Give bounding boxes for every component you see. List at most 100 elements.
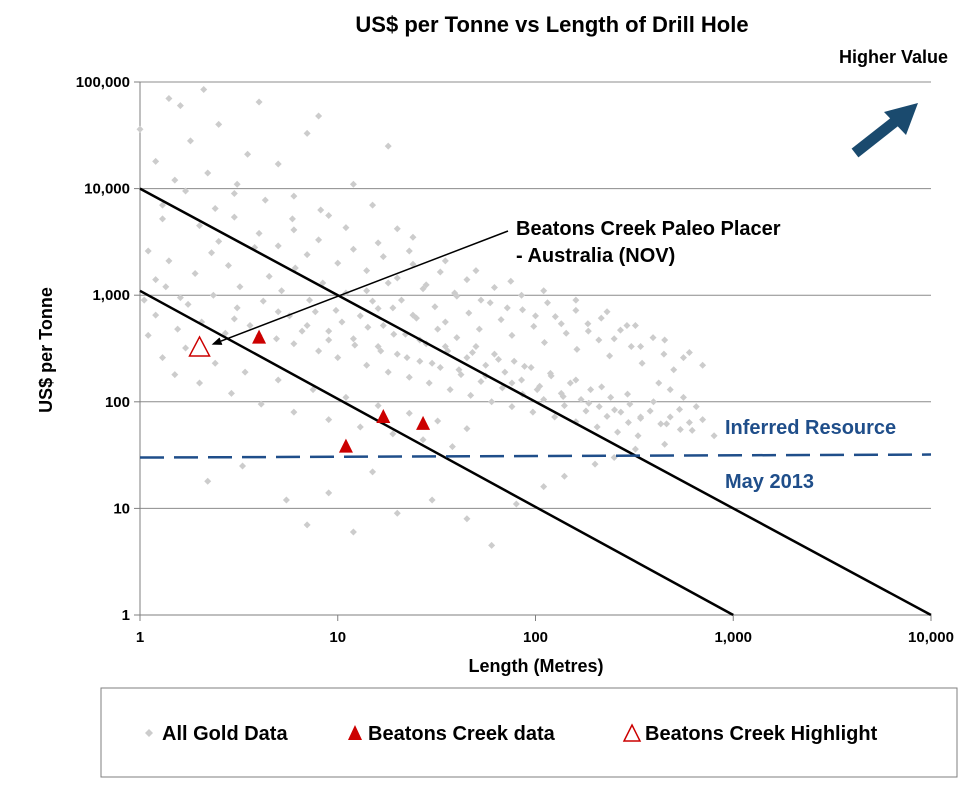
data-point bbox=[425, 379, 433, 387]
data-point bbox=[334, 354, 342, 362]
data-point bbox=[136, 125, 144, 133]
data-point bbox=[441, 318, 449, 326]
data-point bbox=[688, 426, 696, 434]
data-point bbox=[670, 366, 678, 374]
data-point bbox=[551, 313, 559, 321]
data-point bbox=[436, 268, 444, 276]
data-point bbox=[611, 406, 619, 414]
data-point bbox=[544, 299, 552, 307]
data-point bbox=[623, 321, 631, 329]
x-tick-label: 100 bbox=[523, 629, 548, 646]
data-point bbox=[463, 354, 471, 362]
data-point bbox=[530, 322, 538, 330]
data-point bbox=[532, 312, 539, 320]
y-tick-labels: 1 10 100 1,000 10,000 100,000 bbox=[76, 74, 140, 624]
y-tick-label: 100,000 bbox=[76, 74, 130, 91]
data-point bbox=[282, 496, 290, 504]
data-point bbox=[176, 294, 184, 302]
data-point bbox=[598, 383, 606, 391]
beatons-highlight-point bbox=[188, 335, 211, 357]
data-point bbox=[572, 296, 580, 304]
data-point bbox=[463, 276, 471, 284]
data-point bbox=[405, 247, 413, 255]
data-point bbox=[325, 416, 333, 424]
data-point bbox=[584, 320, 592, 328]
data-point bbox=[272, 335, 280, 343]
data-point bbox=[356, 423, 364, 431]
data-point bbox=[325, 327, 333, 335]
data-point bbox=[595, 336, 603, 344]
data-point bbox=[472, 267, 480, 275]
data-point bbox=[191, 269, 199, 277]
data-point bbox=[332, 306, 340, 314]
data-point bbox=[291, 264, 299, 272]
data-point bbox=[533, 386, 541, 394]
data-point bbox=[486, 299, 494, 307]
data-point bbox=[342, 393, 350, 401]
data-point bbox=[508, 331, 516, 339]
y-tick-label: 10 bbox=[113, 500, 130, 517]
beatons-point bbox=[416, 415, 431, 430]
data-point bbox=[582, 407, 590, 415]
data-point bbox=[501, 368, 509, 376]
data-point bbox=[265, 272, 273, 280]
data-point bbox=[325, 489, 333, 497]
legend-triangle-filled-marker bbox=[348, 725, 362, 740]
data-point bbox=[634, 432, 642, 440]
data-point bbox=[349, 180, 357, 188]
data-point bbox=[503, 304, 511, 312]
data-point bbox=[434, 325, 442, 333]
data-point bbox=[595, 403, 603, 411]
data-point bbox=[152, 276, 160, 284]
data-point bbox=[666, 386, 674, 394]
data-point bbox=[384, 279, 392, 287]
data-point bbox=[303, 129, 311, 137]
data-point bbox=[441, 257, 449, 265]
data-point bbox=[685, 349, 693, 357]
data-point bbox=[467, 391, 475, 399]
data-point bbox=[685, 418, 693, 426]
data-point bbox=[603, 412, 611, 420]
data-point bbox=[679, 354, 687, 362]
data-point bbox=[374, 239, 382, 247]
data-point bbox=[171, 371, 179, 379]
data-point bbox=[455, 366, 463, 374]
higher-value-label: Higher Value bbox=[839, 47, 948, 67]
data-point bbox=[562, 329, 570, 337]
data-point bbox=[244, 150, 252, 158]
data-point bbox=[239, 462, 247, 470]
data-point bbox=[699, 416, 707, 424]
data-point bbox=[317, 206, 325, 214]
data-point bbox=[351, 341, 359, 349]
chart-title: US$ per Tonne vs Length of Drill Hole bbox=[355, 12, 748, 37]
data-point bbox=[184, 300, 192, 308]
data-point bbox=[363, 361, 371, 369]
data-point bbox=[624, 390, 632, 398]
data-point bbox=[655, 379, 663, 387]
data-point bbox=[521, 362, 529, 370]
data-point bbox=[159, 215, 167, 223]
data-point bbox=[560, 472, 568, 480]
data-point bbox=[255, 229, 263, 237]
data-point bbox=[617, 408, 625, 416]
data-point bbox=[393, 274, 401, 282]
data-point bbox=[699, 361, 707, 369]
data-point bbox=[507, 277, 515, 285]
data-point bbox=[441, 343, 449, 351]
data-point bbox=[661, 440, 669, 448]
legend-item-beatons-creek-data: Beatons Creek data bbox=[348, 723, 556, 745]
data-point bbox=[584, 327, 592, 335]
data-point bbox=[209, 291, 217, 299]
data-point bbox=[614, 428, 622, 436]
data-point bbox=[369, 297, 377, 305]
beatons-point bbox=[338, 438, 353, 453]
data-point bbox=[349, 528, 357, 536]
data-point bbox=[200, 86, 208, 94]
data-point bbox=[661, 336, 669, 344]
data-point bbox=[182, 344, 190, 352]
data-point bbox=[428, 359, 436, 367]
data-point bbox=[349, 245, 357, 253]
data-point bbox=[519, 306, 527, 314]
x-axis-label: Length (Metres) bbox=[469, 656, 604, 676]
data-point bbox=[298, 327, 306, 335]
